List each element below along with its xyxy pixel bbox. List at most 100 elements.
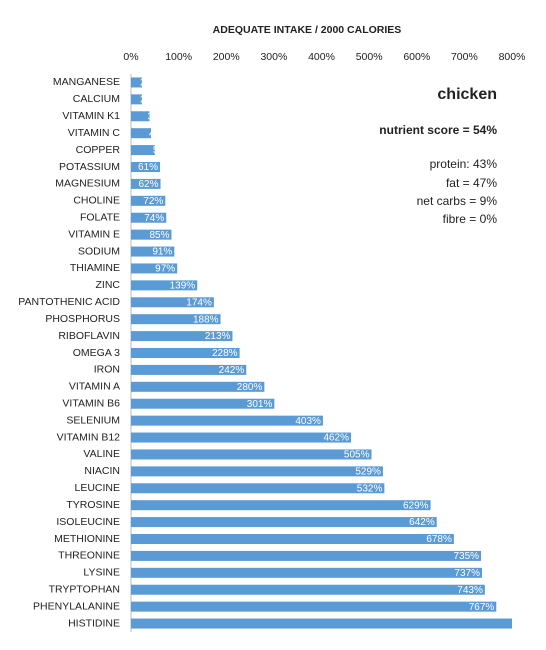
value-label: 462% — [323, 433, 349, 444]
value-label: 529% — [355, 467, 381, 478]
y-tick-label: COPPER — [76, 144, 121, 156]
value-label: 174% — [186, 297, 212, 308]
chart-title: ADEQUATE INTAKE / 2000 CALORIES — [213, 24, 402, 36]
value-label: 228% — [212, 348, 238, 359]
value-label: 188% — [193, 314, 219, 325]
value-label: 91% — [152, 247, 172, 258]
bar — [131, 584, 485, 595]
bar — [131, 618, 512, 629]
y-tick-label: VITAMIN C — [68, 127, 121, 139]
value-label: 301% — [247, 399, 273, 410]
bar — [131, 567, 482, 578]
y-tick-label: THREONINE — [58, 550, 120, 562]
bar — [131, 381, 265, 392]
bar — [131, 601, 497, 612]
x-tick-label: 300% — [260, 51, 287, 63]
y-tick-label: HISTIDINE — [68, 617, 120, 629]
y-tick-label: FOLATE — [80, 212, 120, 224]
value-label: 403% — [295, 416, 321, 427]
value-label: 139% — [170, 281, 196, 292]
bar — [131, 550, 482, 561]
y-tick-label: LYSINE — [83, 567, 120, 579]
bar — [131, 534, 454, 544]
y-tick-label: SODIUM — [78, 245, 120, 257]
bar — [131, 364, 247, 375]
bar — [131, 483, 385, 494]
y-tick-label: CALCIUM — [73, 93, 120, 105]
value-label: 532% — [357, 483, 383, 494]
y-tick-label: LEUCINE — [74, 482, 120, 494]
y-tick-label: IRON — [94, 364, 120, 376]
value-label: 743% — [457, 585, 483, 596]
bar — [131, 128, 152, 139]
bar — [131, 77, 142, 88]
y-tick-label: VITAMIN B12 — [57, 431, 121, 443]
value-label: 42% — [149, 128, 169, 139]
bar — [131, 145, 155, 156]
value-label: 767% — [469, 602, 495, 613]
y-tick-label: MAGNESIUM — [55, 178, 120, 190]
value-label: 642% — [409, 517, 435, 528]
annotation: fibre = 0% — [443, 212, 498, 226]
bar — [131, 297, 214, 308]
value-label: 213% — [205, 331, 231, 342]
bar — [131, 466, 383, 477]
value-label: 735% — [453, 551, 479, 562]
y-tick-label: VITAMIN B6 — [62, 398, 120, 410]
y-tick-label: NIACIN — [84, 465, 120, 477]
y-tick-label: MANGANESE — [53, 76, 120, 88]
value-label: 280% — [237, 382, 263, 393]
value-label: 629% — [403, 500, 429, 511]
x-tick-label: 800% — [499, 51, 526, 63]
bar — [131, 94, 142, 105]
value-label: 678% — [426, 534, 452, 545]
y-tick-label: RIBOFLAVIN — [58, 330, 120, 342]
bar — [131, 314, 221, 325]
value-label: 23% — [140, 78, 160, 89]
bar — [131, 348, 240, 358]
bar — [131, 331, 233, 342]
x-tick-label: 200% — [213, 51, 240, 63]
bar — [131, 263, 178, 274]
bar — [131, 162, 161, 172]
y-tick-label: METHIONINE — [54, 533, 120, 545]
annotation: nutrient score = 54% — [379, 123, 497, 137]
y-tick-label: POTASSIUM — [59, 161, 120, 173]
value-label: 85% — [149, 230, 169, 241]
bar — [131, 500, 431, 511]
value-label: 62% — [139, 179, 159, 190]
bar — [131, 415, 323, 426]
y-tick-label: THIAMINE — [70, 262, 120, 274]
bar — [131, 212, 167, 223]
y-tick-label: ISOLEUCINE — [56, 516, 120, 528]
annotation: net carbs = 9% — [417, 194, 498, 208]
y-tick-label: TYROSINE — [66, 499, 120, 511]
x-tick-label: 600% — [403, 51, 430, 63]
value-label: 74% — [144, 213, 164, 224]
bar — [131, 111, 150, 122]
bar — [131, 246, 175, 257]
y-tick-label: PHOSPHORUS — [45, 313, 120, 325]
y-tick-label: CHOLINE — [73, 195, 120, 207]
value-label: 737% — [454, 568, 480, 579]
y-tick-label: ZINC — [96, 279, 121, 291]
y-tick-label: PHENYLALANINE — [33, 600, 120, 612]
value-label: 50% — [153, 145, 173, 156]
y-tick-label: VITAMIN K1 — [62, 110, 120, 122]
y-tick-label: VITAMIN A — [69, 381, 120, 393]
value-label: 23% — [140, 95, 160, 106]
y-tick-label: PANTOTHENIC ACID — [18, 296, 120, 308]
y-tick-label: VALINE — [83, 448, 120, 460]
bar — [131, 449, 372, 460]
annotation: fat = 47% — [446, 176, 497, 190]
y-tick-label: VITAMIN E — [68, 228, 120, 240]
x-tick-label: 500% — [356, 51, 383, 63]
value-label: 97% — [155, 264, 175, 275]
value-label: 242% — [219, 365, 245, 376]
annotation: protein: 43% — [430, 157, 498, 171]
x-tick-label: 700% — [451, 51, 478, 63]
bar — [131, 195, 166, 206]
y-tick-label: SELENIUM — [66, 414, 120, 426]
bar — [131, 178, 161, 189]
